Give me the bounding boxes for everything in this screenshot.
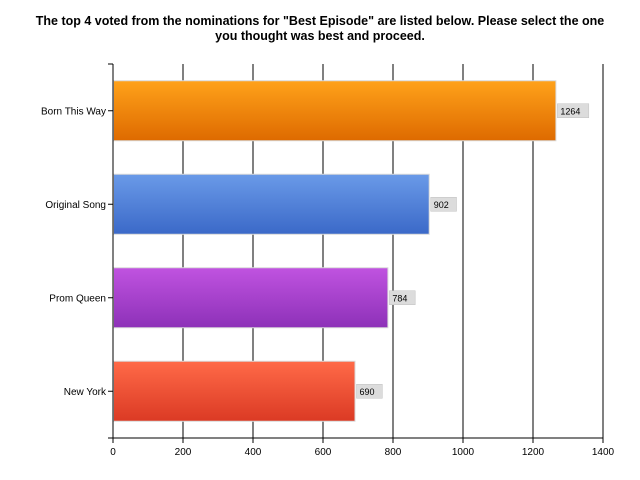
category-label-born-this-way: Born This Way xyxy=(41,106,106,117)
bars xyxy=(113,80,557,422)
x-tick-label-1400: 1400 xyxy=(592,447,615,458)
x-tick-label-0: 0 xyxy=(110,447,116,458)
x-tick-label-1200: 1200 xyxy=(522,447,545,458)
chart-title-line-1: The top 4 voted from the nominations for… xyxy=(35,14,605,28)
x-tick-label-1000: 1000 xyxy=(452,447,475,458)
axes xyxy=(108,63,604,443)
x-tick-label-200: 200 xyxy=(175,447,192,458)
bar-prom-queen xyxy=(113,267,389,329)
category-label-new-york: New York xyxy=(64,387,107,398)
category-label-original-song: Original Song xyxy=(45,200,106,211)
data-label-box xyxy=(356,384,383,399)
data-label-box xyxy=(389,290,416,305)
x-tick-label-400: 400 xyxy=(245,447,262,458)
chart-title-line-2: you thought was best and proceed. xyxy=(215,29,425,43)
data-label-box xyxy=(557,103,590,118)
data-label-690: 690 xyxy=(360,387,375,397)
data-label-box xyxy=(430,197,457,212)
x-tick-label-800: 800 xyxy=(385,447,402,458)
bar-original-song xyxy=(113,173,430,235)
category-label-prom-queen: Prom Queen xyxy=(49,293,106,304)
labels: 1264 Born This Way 902 Original Song 784 Prom… xyxy=(41,103,615,458)
bar-born-this-way xyxy=(113,80,557,142)
data-label-1264: 1264 xyxy=(560,106,580,116)
bar-new-york xyxy=(113,360,356,422)
x-tick-label-600: 600 xyxy=(315,447,332,458)
data-label-902: 902 xyxy=(434,200,449,210)
data-label-784: 784 xyxy=(392,293,407,303)
